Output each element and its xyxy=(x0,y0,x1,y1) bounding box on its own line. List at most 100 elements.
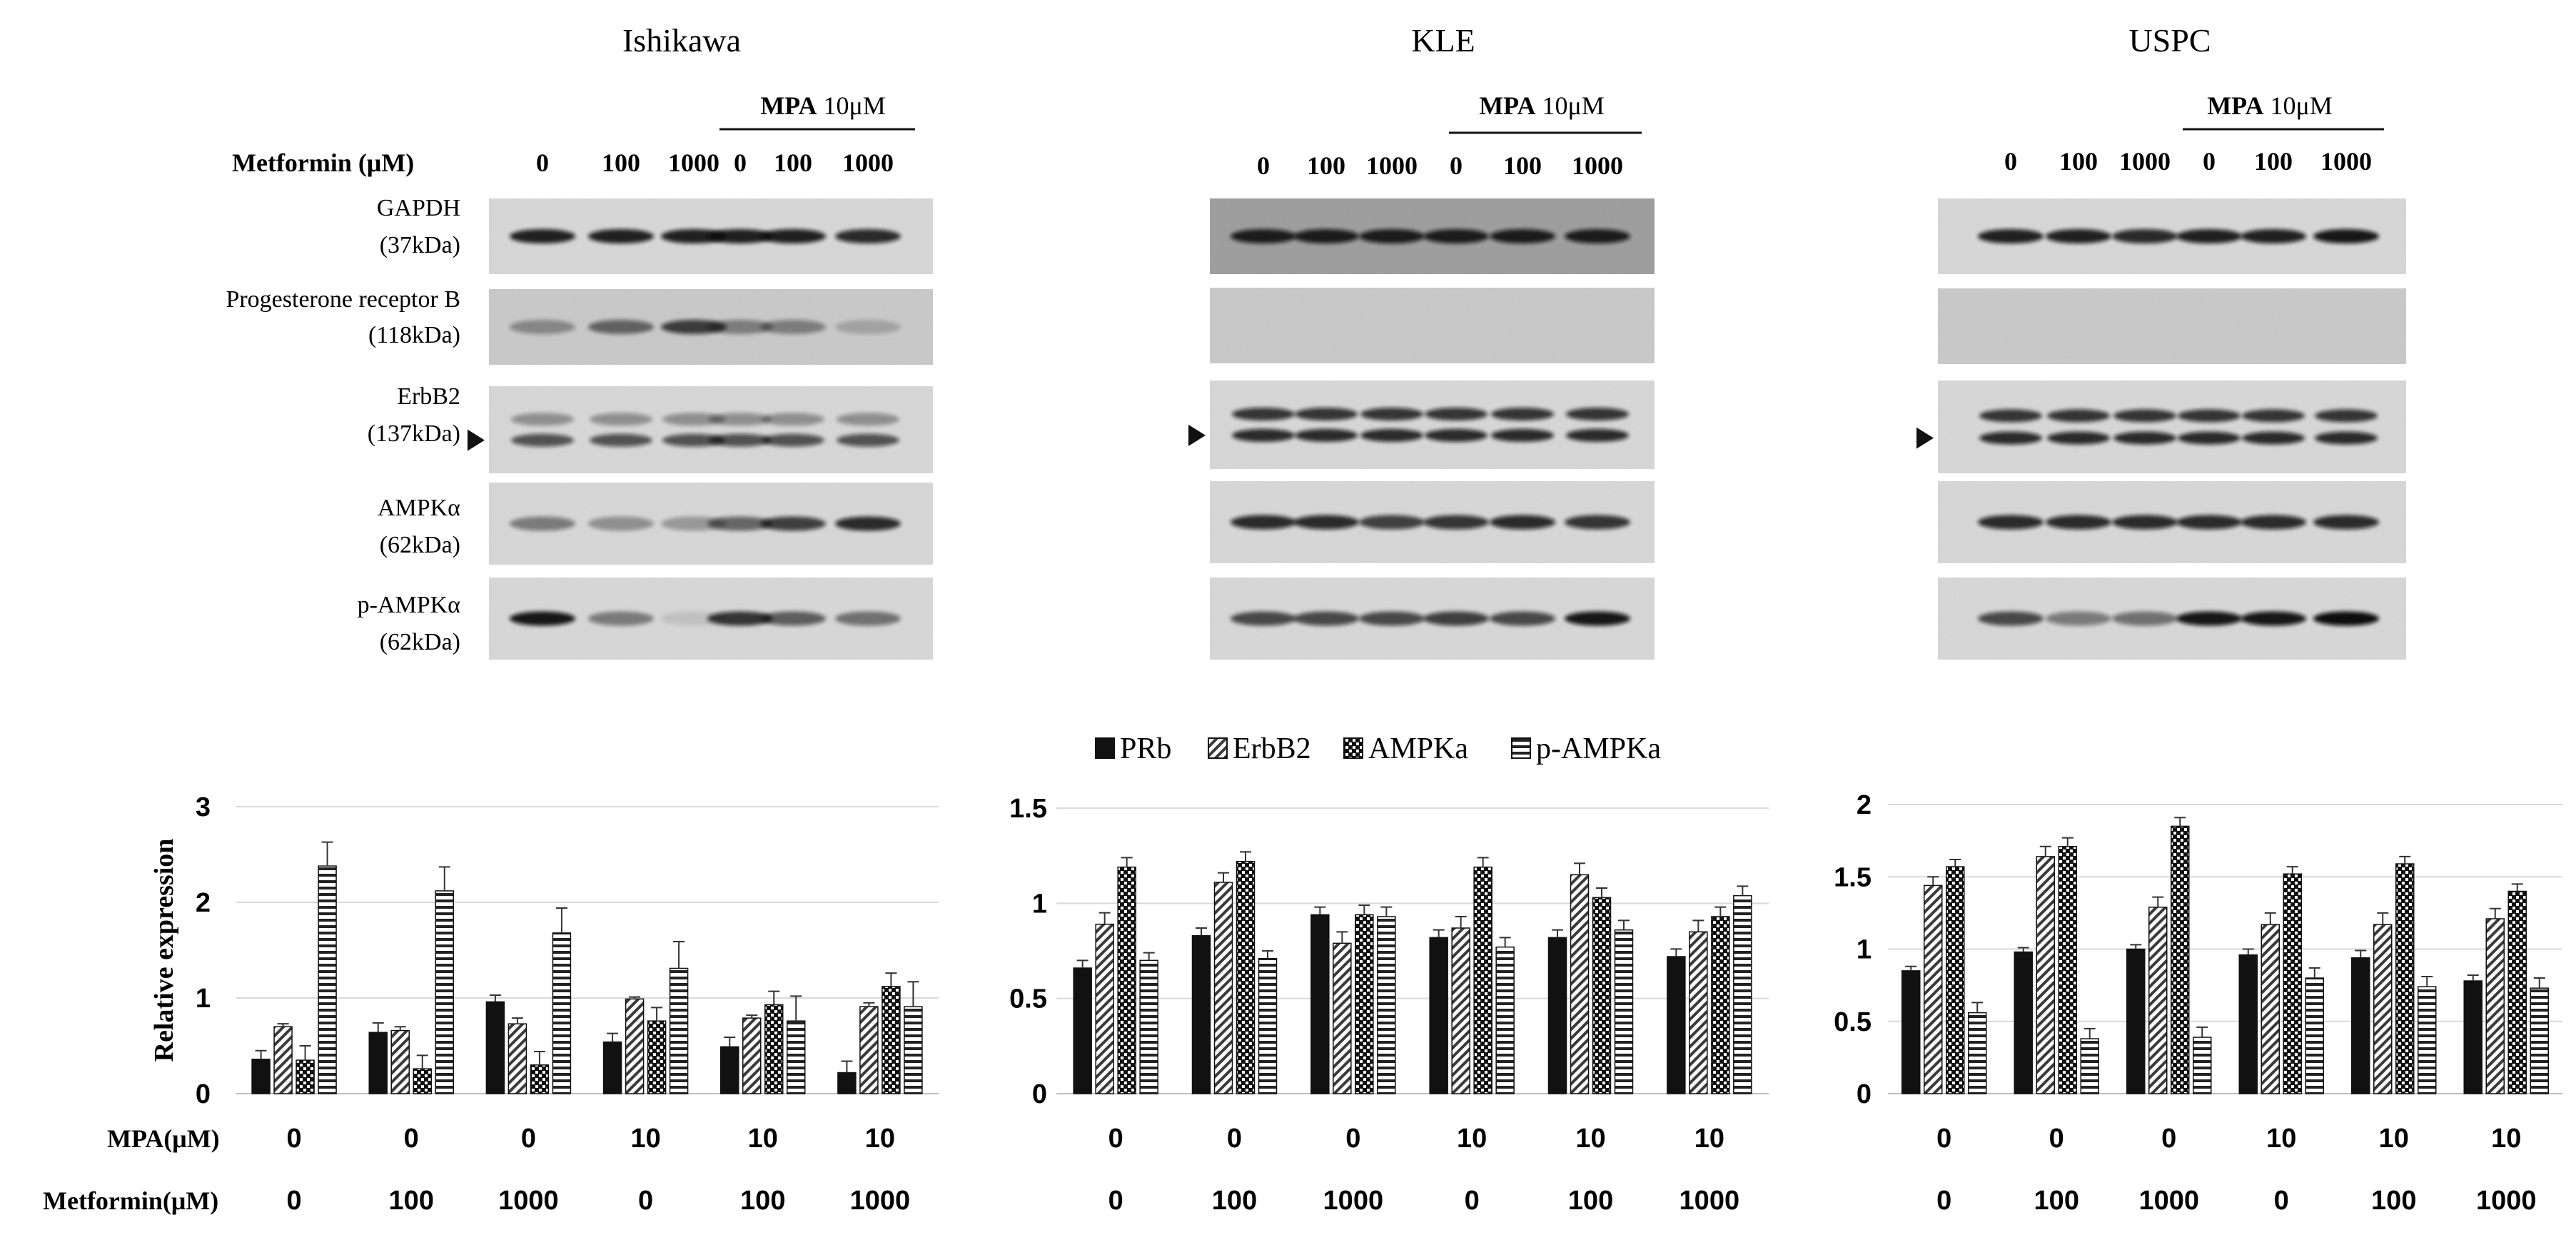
blot-strip xyxy=(1938,578,2406,660)
y-tick-label: 1 xyxy=(1032,889,1047,919)
lane-label: 0 xyxy=(2203,147,2216,176)
bar-erbb2 xyxy=(2148,907,2168,1094)
legend-item: p-AMPKa xyxy=(1511,732,1661,765)
lane-label: 100 xyxy=(774,148,812,177)
band-arrow-icon xyxy=(468,429,485,451)
y-tick-label: 1.5 xyxy=(1834,862,1872,892)
bar-erbb2 xyxy=(507,1023,527,1094)
lane-label: 1000 xyxy=(2320,147,2372,176)
metformin-value: 1000 xyxy=(498,1186,559,1216)
y-tick-label: 1 xyxy=(196,984,211,1014)
legend-swatch xyxy=(1511,737,1531,759)
lane-label: 100 xyxy=(2059,147,2098,176)
bar-ampka xyxy=(1117,866,1136,1094)
lane-label: 1000 xyxy=(668,148,719,177)
metformin-value: 1000 xyxy=(1680,1186,1740,1216)
y-tick-label: 0 xyxy=(1857,1079,1872,1109)
bar-p-ampka xyxy=(2418,986,2437,1094)
mpa-header-dose: 10μM xyxy=(2263,91,2332,120)
blot-title-uspc: USPC xyxy=(2128,22,2211,59)
bar-prb xyxy=(1429,937,1448,1094)
protein-label: GAPDH xyxy=(377,195,460,221)
legend-label: PRb xyxy=(1120,732,1171,765)
bar-prb xyxy=(1901,970,1921,1094)
mpa-header-bold: MPA xyxy=(2207,91,2263,120)
mpa-header-dose: 10μM xyxy=(817,91,885,120)
bar-erbb2 xyxy=(859,1006,879,1094)
legend-label: ErbB2 xyxy=(1233,732,1311,765)
bar-p-ampka xyxy=(1139,959,1158,1094)
bar-p-ampka xyxy=(1495,946,1515,1094)
bar-prb xyxy=(1667,956,1686,1094)
bar-prb xyxy=(485,1001,505,1094)
blot-panel-ishikawa: 0 100 1000 0 100 1000 xyxy=(468,148,933,660)
bar-ampka xyxy=(2171,825,2190,1094)
bar-p-ampka xyxy=(787,1020,806,1094)
bar-prb xyxy=(1073,967,1092,1094)
bar-p-ampka xyxy=(1377,916,1396,1094)
lane-label: 100 xyxy=(602,148,640,177)
bar-erbb2 xyxy=(2261,924,2280,1094)
mpa-value: 10 xyxy=(2266,1124,2296,1154)
mpa-value: 10 xyxy=(2491,1124,2521,1154)
lane-label: 0 xyxy=(734,148,747,177)
band-arrow-icon xyxy=(1916,427,1934,449)
bar-prb xyxy=(602,1041,622,1094)
bar-erbb2 xyxy=(2373,924,2393,1094)
blot-strip xyxy=(1210,380,1655,469)
bar-erbb2 xyxy=(390,1029,410,1094)
bar-erbb2 xyxy=(1924,884,1943,1094)
bar-ampka xyxy=(296,1059,315,1094)
mpa-value: 0 xyxy=(404,1124,419,1154)
bar-ampka xyxy=(2507,890,2527,1094)
mpa-header-bold: MPA xyxy=(1479,91,1535,120)
metformin-row-label: Metformin(μM) xyxy=(43,1186,218,1215)
y-axis-label: Relative expression xyxy=(149,839,179,1062)
mpa-row-label: MPA(μM) xyxy=(107,1124,220,1153)
bar-ampka xyxy=(2058,845,2077,1094)
lane-label: 100 xyxy=(1307,151,1345,180)
metformin-value: 0 xyxy=(1108,1186,1123,1216)
legend-label: AMPKa xyxy=(1368,732,1468,765)
bar-p-ampka xyxy=(2080,1038,2099,1094)
bar-ampka xyxy=(530,1064,550,1094)
bar-erbb2 xyxy=(1451,927,1470,1094)
blot-panel-kle: 0 100 1000 0 100 1000 xyxy=(1188,151,1655,660)
mpa-header-kle: MPA 10μM xyxy=(1449,91,1642,134)
bar-ampka xyxy=(1946,866,1965,1094)
metformin-value: 100 xyxy=(740,1186,785,1216)
metformin-value: 0 xyxy=(287,1186,302,1216)
mpa-value: 10 xyxy=(1457,1124,1487,1154)
y-tick-label: 1 xyxy=(1857,935,1872,965)
bar-erbb2 xyxy=(1095,923,1114,1094)
bar-prb xyxy=(720,1046,739,1094)
y-tick-label: 0.5 xyxy=(1834,1007,1872,1037)
mpa-value: 0 xyxy=(1936,1124,1951,1154)
protein-kda-label: (62kDa) xyxy=(380,532,460,558)
blot-strip xyxy=(489,578,933,660)
protein-label: p-AMPKα xyxy=(358,592,461,618)
lane-label: 0 xyxy=(2004,147,2017,176)
y-tick-label: 0 xyxy=(1032,1079,1047,1109)
mpa-value: 0 xyxy=(2049,1124,2064,1154)
legend-item: ErbB2 xyxy=(1208,732,1311,765)
lane-label: 1000 xyxy=(2119,147,2171,176)
y-tick-label: 2 xyxy=(1857,790,1872,820)
bar-prb xyxy=(2463,980,2482,1094)
blot-strip xyxy=(1938,288,2406,364)
blot-title-ishikawa: Ishikawa xyxy=(622,22,741,59)
blot-strip xyxy=(489,198,933,274)
metformin-label: Metformin (μM) xyxy=(232,148,414,177)
metformin-value: 100 xyxy=(1212,1186,1257,1216)
bar-erbb2 xyxy=(1213,882,1233,1094)
bar-ampka xyxy=(1711,916,1730,1094)
lane-label: 100 xyxy=(1503,151,1542,180)
protein-label: Progesterone receptor B xyxy=(226,286,460,313)
protein-kda-label: (118kDa) xyxy=(368,322,460,348)
bar-erbb2 xyxy=(625,998,645,1094)
metformin-value: 1000 xyxy=(1323,1186,1384,1216)
bar-prb xyxy=(368,1032,388,1094)
mpa-value: 10 xyxy=(1694,1124,1724,1154)
